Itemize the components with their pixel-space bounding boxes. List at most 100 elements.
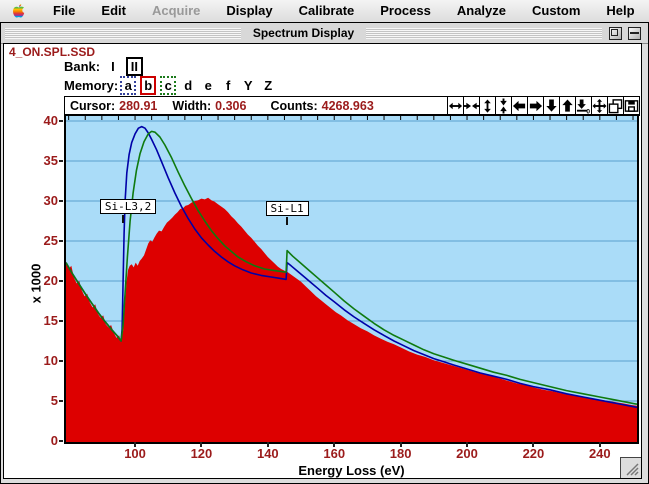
series-model-fit-green [65,130,638,405]
menu-edit[interactable]: Edit [101,3,126,18]
memory-slot-f[interactable]: f [226,77,231,93]
menu-custom[interactable]: Custom [532,3,581,18]
titlebar-stripes-right [366,27,602,39]
x-tick-mark-160 [333,442,336,447]
move-all-button[interactable] [592,96,608,116]
edge-annotation-tick-2 [286,217,289,225]
arrow-down-icon [546,99,557,112]
memory-slot-Z[interactable]: Z [264,77,273,93]
x-tick-mark-220 [532,442,535,447]
spectrum-display-window: Spectrum Display 4_ON.SPL.SSD Bank: I II … [0,22,649,484]
x-tick-mark-100 [134,442,137,447]
menu-help[interactable]: Help [606,3,635,18]
zoom-box-icon [611,28,618,36]
menu-calibrate[interactable]: Calibrate [298,3,355,18]
apple-menu-icon[interactable] [12,3,26,19]
move-all-icon [592,98,607,114]
window-title: Spectrum Display [252,26,355,40]
arrow-right-button[interactable] [528,96,544,116]
x-tick-label-160: 160 [323,446,346,461]
window-title-bar[interactable]: Spectrum Display [1,23,648,44]
expand-vertical-icon [484,99,491,113]
memory-slot-e[interactable]: e [204,77,212,93]
series-spectrum-data [66,197,637,442]
cursor-label: Cursor: [70,99,116,113]
edge-annotation-tick-1 [122,214,125,223]
spectrum-plot[interactable] [64,114,639,444]
disk-icon [624,100,639,112]
arrow-down-button[interactable] [544,96,560,116]
y-tick-label-30: 30 [43,193,58,208]
arrow-right-icon [529,100,543,112]
memory-slot-c[interactable]: c [160,75,177,95]
overlay-windows-button[interactable] [608,96,624,116]
arrow-up-button[interactable] [560,96,576,116]
menu-acquire: Acquire [151,3,201,18]
resize-grip[interactable] [620,457,641,478]
contract-horizontal-button[interactable] [464,96,480,116]
x-tick-label-100: 100 [124,446,146,461]
bank-label: Bank: [64,59,101,74]
plot-tool-bar: 0 [447,96,640,116]
y-tick-label-15: 15 [43,313,58,328]
memory-slot-a[interactable]: a [120,75,137,95]
x-tick-mark-200 [466,442,469,447]
cursor-value: 280.91 [119,99,158,113]
x-tick-label-200: 200 [456,446,478,461]
memory-slot-Y[interactable]: Y [243,77,253,93]
menu-display[interactable]: Display [226,3,273,18]
x-tick-label-140: 140 [256,446,279,461]
y-tick-label-20: 20 [43,273,58,288]
arrow-left-button[interactable] [512,96,528,116]
y-tick-mark-0 [59,440,63,442]
x-tick-label-120: 120 [190,446,213,461]
zoom-box-button[interactable] [609,26,622,40]
width-value: 0.306 [215,99,247,113]
y-tick-label-0: 0 [50,433,58,448]
menu-file[interactable]: File [53,3,76,18]
arrow-left-icon [512,100,526,112]
collapse-box-button[interactable] [628,26,641,40]
y-tick-label-40: 40 [43,113,58,128]
x-tick-mark-140 [266,442,269,447]
bank-option-ii[interactable]: II [125,56,143,76]
y-axis-title: x 1000 [28,263,44,304]
expand-vertical-button[interactable] [480,96,496,116]
contract-vertical-icon [500,98,507,114]
edge-annotation-2: Si-L1 [265,201,309,216]
titlebar-stripes-left [5,27,241,39]
svg-text:0: 0 [586,109,590,115]
x-tick-mark-180 [399,442,402,447]
y-tick-mark-5 [59,400,63,402]
menu-analyze[interactable]: Analyze [456,3,506,18]
disk-button[interactable] [624,96,640,116]
y-tick-mark-10 [59,360,63,362]
x-tick-mark-240 [598,442,601,447]
expand-horizontal-button[interactable] [447,96,464,116]
spectrum-file-label: 4_ON.SPL.SSD [9,45,96,59]
y-tick-label-25: 25 [43,233,58,248]
down-to-zero-button[interactable]: 0 [576,96,592,116]
memory-slot-b[interactable]: b [140,75,157,95]
width-label: Width: [172,99,212,113]
counts-value: 4268.963 [321,99,374,113]
down-to-zero-icon: 0 [576,99,590,115]
menu-process[interactable]: Process [380,3,431,18]
bank-selector: Bank: I II [64,56,143,76]
memory-slot-d[interactable]: d [184,77,193,93]
collapse-box-icon [630,31,639,34]
y-tick-label-5: 5 [50,393,58,408]
contract-vertical-button[interactable] [496,96,512,116]
contract-horizontal-icon [464,102,479,110]
bank-option-i[interactable]: I [111,58,115,74]
y-tick-mark-25 [59,240,63,242]
memory-label: Memory: [64,77,119,93]
y-tick-mark-30 [59,200,63,202]
x-tick-label-180: 180 [389,446,412,461]
arrow-up-icon [562,99,573,112]
x-tick-label-240: 240 [588,446,611,461]
menu-bar: File Edit Acquire Display Calibrate Process An… [0,0,649,23]
y-tick-mark-35 [59,160,63,162]
y-tick-label-35: 35 [43,153,58,168]
